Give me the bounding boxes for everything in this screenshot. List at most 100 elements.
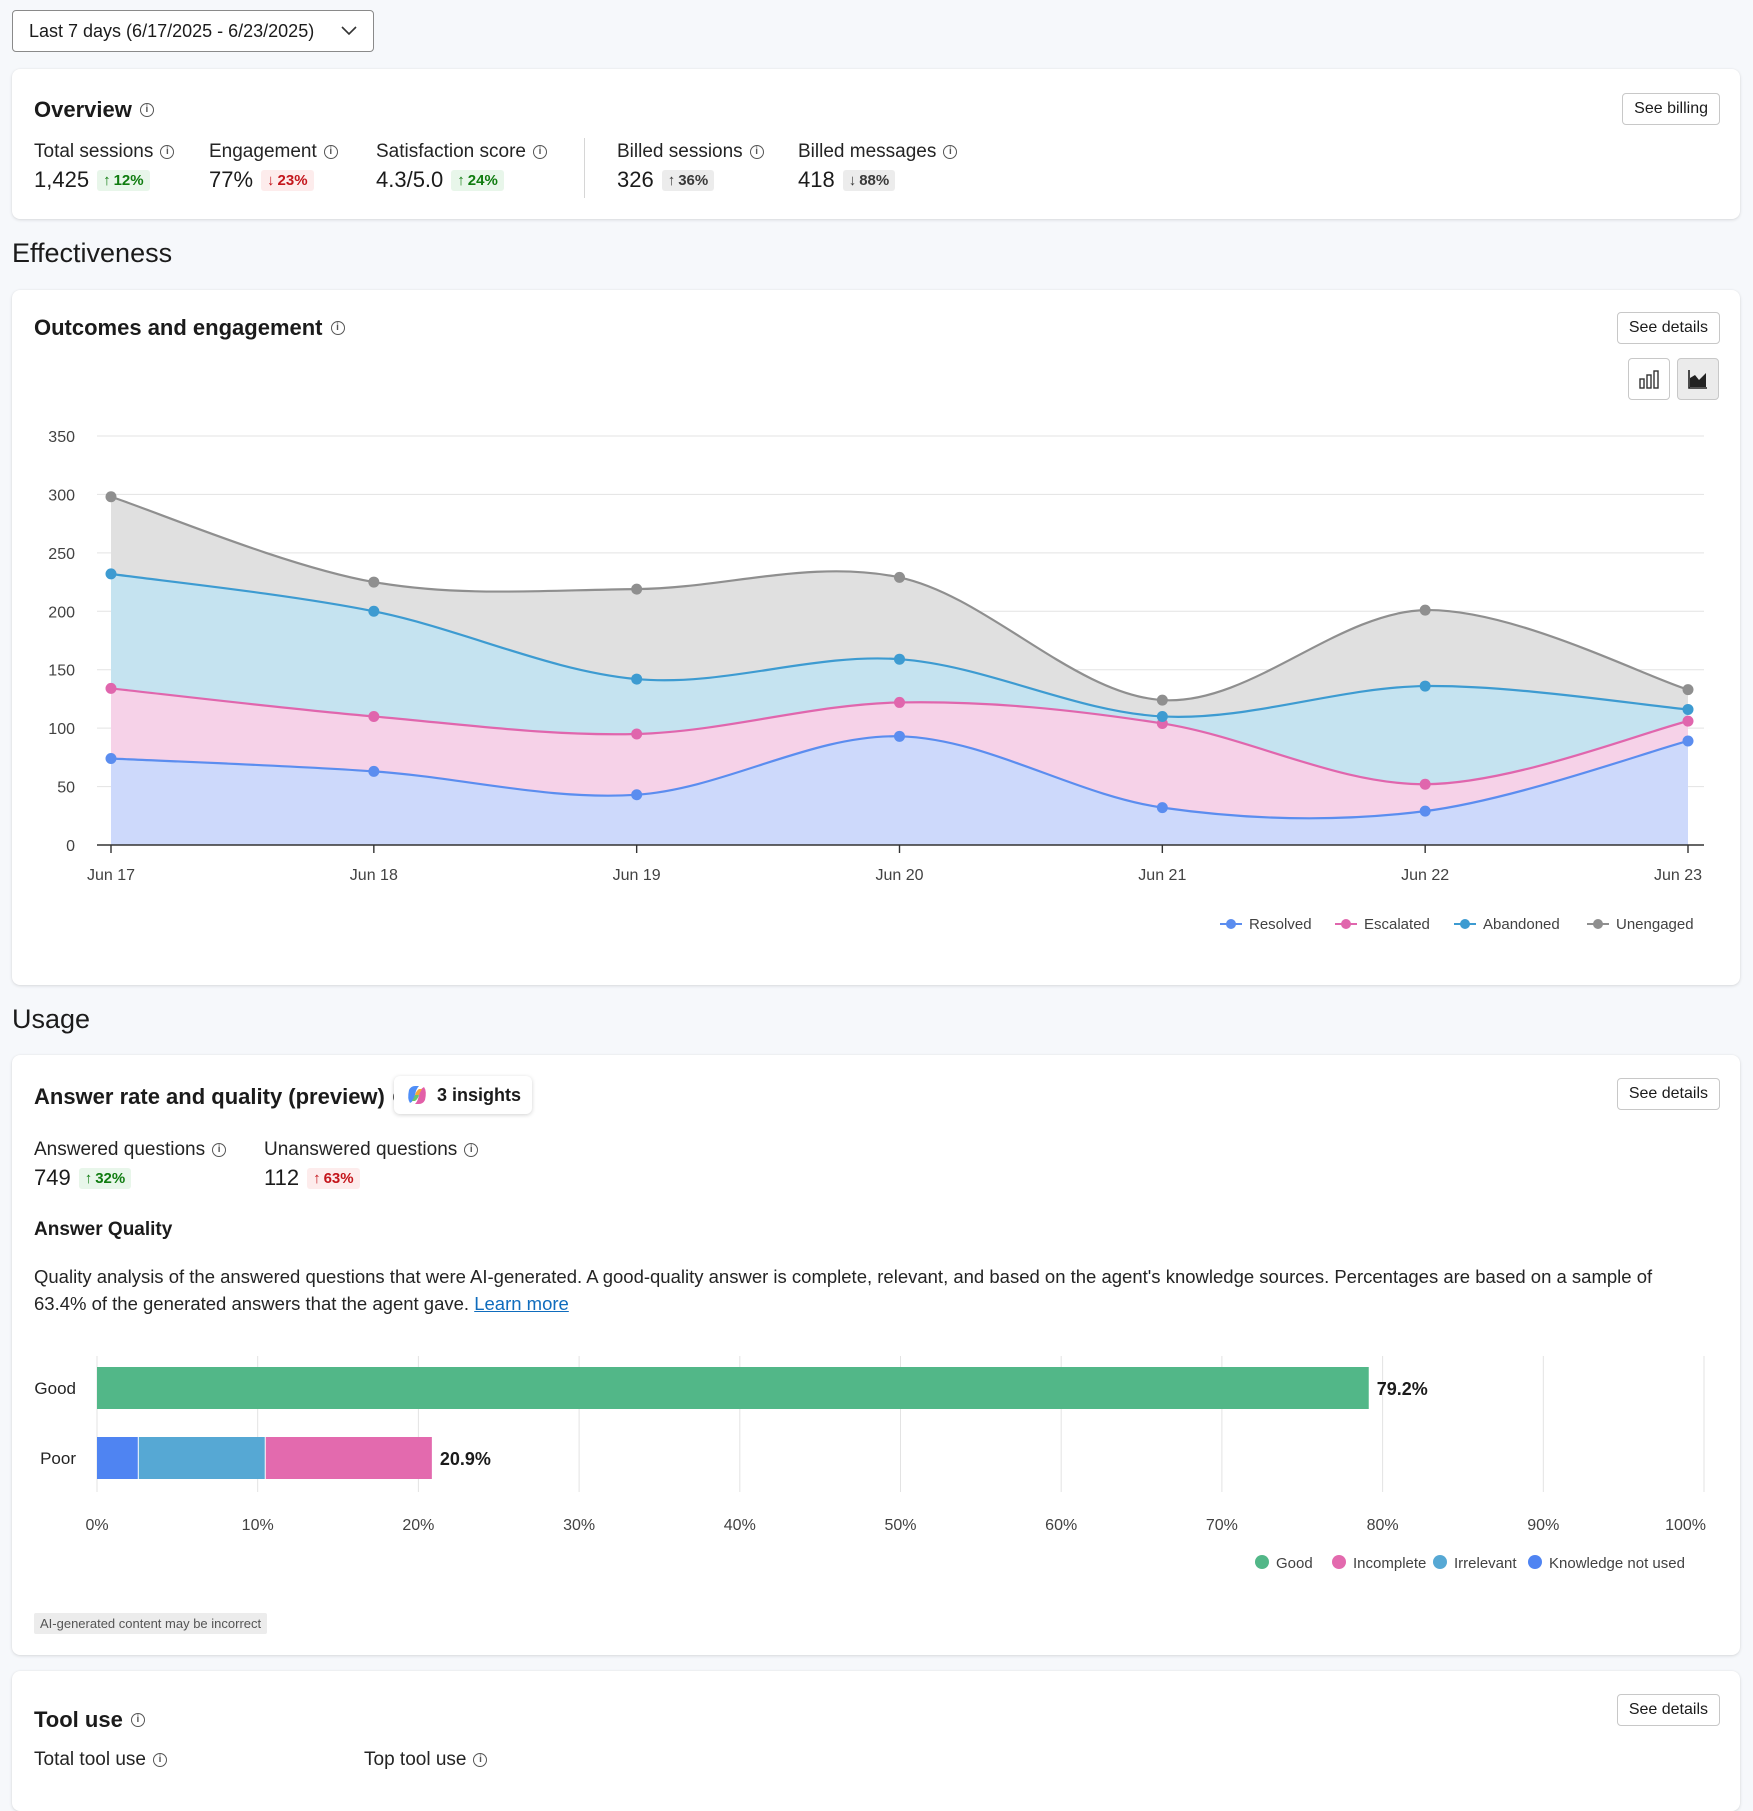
x-tick-label: Jun 23 xyxy=(1654,867,1702,884)
y-tick-label: 0 xyxy=(66,838,75,855)
data-point xyxy=(631,583,643,595)
metric-label: Total tool use xyxy=(34,1749,146,1770)
area-fill-resolved xyxy=(111,736,1688,845)
info-icon[interactable]: i xyxy=(943,145,958,159)
data-point xyxy=(368,765,380,777)
arrow-up-icon: ↑ xyxy=(667,171,676,189)
chevron-down-icon xyxy=(341,26,357,36)
info-icon[interactable]: i xyxy=(160,145,175,159)
x-tick-label: Jun 17 xyxy=(87,867,135,884)
tool-use-card: Tool use i See details Total tool use i T… xyxy=(12,1671,1740,1811)
metric-total-tool-use: Total tool use i xyxy=(34,1749,167,1771)
data-point xyxy=(368,710,380,722)
x-tick-label: Jun 21 xyxy=(1138,867,1186,884)
metric-top-tool-use: Top tool use i xyxy=(364,1749,488,1771)
y-tick-label: 150 xyxy=(48,663,75,680)
x-tick-label: 10% xyxy=(242,1517,274,1534)
legend-label-abandoned: Abandoned xyxy=(1483,916,1560,933)
metric-billed-messages: Billed messages i 418 ↓ 88% xyxy=(798,141,958,193)
legend-label-unengaged: Unengaged xyxy=(1616,916,1694,933)
arrow-down-icon: ↓ xyxy=(267,171,275,189)
outcomes-title-text: Outcomes and engagement xyxy=(34,315,323,340)
see-details-label: See details xyxy=(1628,1701,1708,1718)
info-icon[interactable]: i xyxy=(473,1753,488,1767)
info-icon[interactable]: i xyxy=(139,103,154,117)
trend-value: 36% xyxy=(678,171,709,189)
data-point xyxy=(1682,715,1694,727)
metric-label: Engagement xyxy=(209,141,317,162)
metric-divider xyxy=(584,138,585,198)
trend-value: 24% xyxy=(467,171,498,189)
area-chart-toggle[interactable] xyxy=(1677,358,1719,400)
info-icon[interactable]: i xyxy=(323,145,338,159)
legend-marker xyxy=(1255,1555,1269,1569)
arrow-up-icon: ↑ xyxy=(103,171,111,189)
insights-button[interactable]: 3 insights xyxy=(394,1076,533,1114)
x-tick-label: 60% xyxy=(1045,1517,1077,1534)
metric-satisfaction: Satisfaction score i 4.3/5.0 ↑ 24% xyxy=(376,141,547,193)
metric-label: Billed messages xyxy=(798,141,937,162)
metric-value: 77% xyxy=(209,167,254,192)
info-icon[interactable]: i xyxy=(212,1143,227,1157)
data-point xyxy=(894,730,905,742)
learn-more-link[interactable]: Learn more xyxy=(474,1293,569,1314)
see-billing-button[interactable]: See billing xyxy=(1622,93,1720,125)
y-tick-label: 100 xyxy=(48,721,75,738)
data-point xyxy=(1419,805,1431,817)
data-point xyxy=(1156,802,1168,814)
bar-segment-incomplete xyxy=(265,1437,432,1479)
legend-marker xyxy=(1226,919,1236,929)
arrow-down-icon: ↓ xyxy=(848,171,857,189)
metric-value: 326 xyxy=(617,167,654,192)
see-details-button[interactable]: See details xyxy=(1616,312,1720,344)
bar-chart-toggle[interactable] xyxy=(1628,358,1670,400)
info-icon[interactable]: i xyxy=(330,321,345,335)
info-icon[interactable]: i xyxy=(152,1753,167,1767)
see-details-button[interactable]: See details xyxy=(1616,1694,1720,1726)
info-icon[interactable]: i xyxy=(532,145,547,159)
data-point xyxy=(1156,710,1168,722)
data-point xyxy=(105,568,117,580)
date-range-dropdown[interactable]: Last 7 days (6/17/2025 - 6/23/2025) xyxy=(12,10,374,52)
arrow-up-icon: ↑ xyxy=(457,171,465,189)
x-tick-label: 100% xyxy=(1665,1517,1706,1534)
answer-rate-title: Answer rate and quality (preview) i xyxy=(34,1084,407,1110)
trend-value: 63% xyxy=(323,1169,354,1187)
bar-total-label: 20.9% xyxy=(440,1449,491,1469)
data-point xyxy=(894,571,905,583)
answer-rate-title-text: Answer rate and quality (preview) xyxy=(34,1084,385,1109)
y-tick-label: 350 xyxy=(48,429,75,446)
trend-badge: ↓ 23% xyxy=(261,169,314,191)
metric-label: Billed sessions xyxy=(617,141,743,162)
x-tick-label: 90% xyxy=(1527,1517,1559,1534)
legend-label-knowledge-not-used: Knowledge not used xyxy=(1549,1555,1685,1572)
description-text: Quality analysis of the answered questio… xyxy=(34,1266,1653,1314)
legend-marker xyxy=(1460,919,1470,929)
arrow-up-icon: ↑ xyxy=(84,1169,93,1187)
info-icon[interactable]: i xyxy=(464,1143,479,1157)
see-details-button[interactable]: See details xyxy=(1616,1078,1720,1110)
info-icon[interactable]: i xyxy=(749,145,764,159)
data-point xyxy=(631,728,643,740)
x-tick-label: Jun 20 xyxy=(875,867,923,884)
data-point xyxy=(1419,680,1431,692)
data-point xyxy=(368,605,380,617)
trend-badge: ↑ 36% xyxy=(661,169,715,191)
y-tick-label: 250 xyxy=(48,546,75,563)
x-tick-label: 0% xyxy=(85,1517,108,1534)
legend-marker xyxy=(1341,919,1351,929)
metric-value: 418 xyxy=(798,167,835,192)
area-chart-icon xyxy=(1688,370,1707,389)
x-tick-label: 70% xyxy=(1206,1517,1238,1534)
legend-label-resolved: Resolved xyxy=(1249,916,1312,933)
data-point xyxy=(105,491,117,503)
legend-label-escalated: Escalated xyxy=(1364,916,1430,933)
data-point xyxy=(631,789,643,801)
metric-label: Top tool use xyxy=(364,1749,467,1770)
info-icon[interactable]: i xyxy=(130,1713,145,1727)
legend-label-good: Good xyxy=(1276,1555,1313,1572)
data-point xyxy=(105,682,117,694)
metric-unanswered-questions: Unanswered questions i 112 ↑ 63% xyxy=(264,1139,479,1191)
x-tick-label: 80% xyxy=(1367,1517,1399,1534)
y-tick-label: 200 xyxy=(48,604,75,621)
